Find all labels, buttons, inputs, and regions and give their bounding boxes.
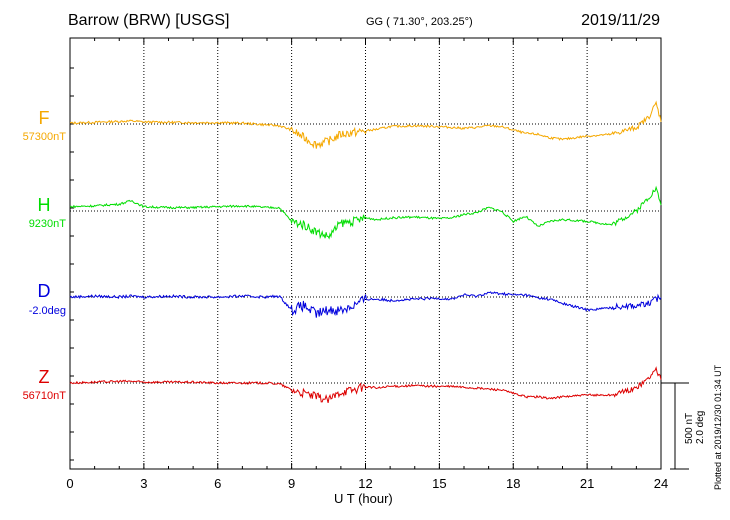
- component-z-baseline: 56710nT: [22, 390, 66, 402]
- x-tick-label-12: 12: [358, 476, 372, 491]
- station-coordinates: GG ( 71.30°, 203.25°): [366, 16, 473, 28]
- trace-h: [69, 185, 662, 240]
- component-z-label: Z: [38, 367, 50, 387]
- x-tick-label-0: 0: [66, 476, 73, 491]
- x-tick-label-15: 15: [432, 476, 446, 491]
- component-d-label: D: [37, 281, 51, 301]
- component-h-label: H: [37, 195, 51, 215]
- station-title: Barrow (BRW) [USGS]: [68, 12, 230, 29]
- x-tick-label-21: 21: [580, 476, 594, 491]
- x-tick-label-6: 6: [214, 476, 221, 491]
- component-f-label: F: [38, 108, 50, 128]
- trace-d: [69, 291, 662, 318]
- x-tick-label-3: 3: [140, 476, 147, 491]
- trace-z: [69, 366, 662, 404]
- trace-f: [69, 100, 662, 149]
- component-h-baseline: 9230nT: [28, 218, 66, 230]
- x-tick-label-18: 18: [506, 476, 520, 491]
- scale-bar-label: 500 nT 2.0 deg: [684, 411, 706, 444]
- x-axis-label: U T (hour): [334, 491, 393, 506]
- component-d-baseline: -2.0deg: [28, 305, 66, 317]
- chart-date: 2019/11/29: [581, 12, 660, 29]
- component-f-baseline: 57300nT: [22, 131, 66, 143]
- scale-bar-deg: 2.0 deg: [695, 410, 706, 444]
- plotted-timestamp: Plotted at 2019/12/30 01:34 UT: [713, 364, 723, 490]
- x-tick-label-9: 9: [288, 476, 295, 491]
- scale-bar-nt: 500 nT: [684, 412, 695, 444]
- x-tick-label-24: 24: [654, 476, 668, 491]
